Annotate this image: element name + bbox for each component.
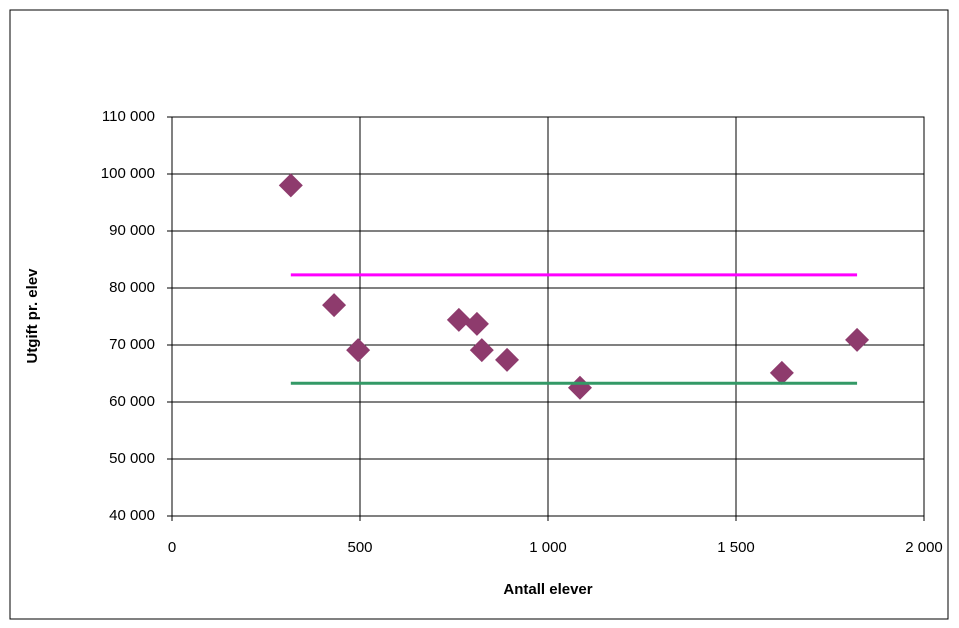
x-tick-label: 500 (347, 539, 372, 556)
data-point (346, 338, 371, 363)
y-tick-label: 40 000 (109, 507, 155, 524)
y-tick-label: 70 000 (109, 336, 155, 353)
data-point (464, 311, 489, 336)
y-tick-label: 50 000 (109, 450, 155, 467)
y-tick-label: 100 000 (101, 165, 155, 182)
x-axis-label: Antall elever (503, 581, 592, 598)
data-point (278, 173, 303, 198)
y-tick-label: 60 000 (109, 393, 155, 410)
data-point (495, 347, 520, 372)
data-point (469, 338, 494, 363)
y-tick-label: 90 000 (109, 222, 155, 239)
y-axis-label: Utgift pr. elev (24, 268, 41, 364)
x-tick-label: 1 000 (529, 539, 567, 556)
data-point (446, 307, 471, 332)
data-point (769, 360, 794, 385)
x-tick-label: 2 000 (905, 539, 943, 556)
y-tick-label: 80 000 (109, 279, 155, 296)
plot-border (171, 116, 925, 517)
x-tick-label: 1 500 (717, 539, 755, 556)
data-point (845, 327, 870, 352)
x-tick-label: 0 (168, 539, 176, 556)
data-point (322, 293, 347, 318)
y-tick-label: 110 000 (102, 108, 155, 125)
